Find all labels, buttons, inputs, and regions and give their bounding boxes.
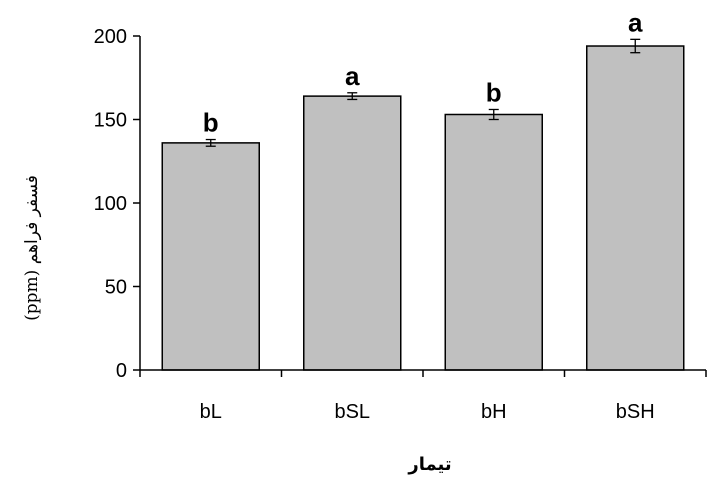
y-tick-label: 50 bbox=[105, 277, 127, 299]
significance-label-bH: b bbox=[486, 77, 502, 107]
bar-bL bbox=[161, 142, 260, 371]
y-tick-label: 150 bbox=[94, 110, 127, 132]
x-tick-label-bH: bH bbox=[481, 401, 507, 423]
error-bar-bSL bbox=[347, 92, 358, 101]
bar-bSL bbox=[303, 95, 402, 371]
y-tick-label: 100 bbox=[94, 193, 127, 215]
error-bar-bSH bbox=[630, 38, 641, 54]
x-tick-label-bSL: bSL bbox=[334, 401, 370, 423]
y-axis-title: فسفر فراهم (ppm) bbox=[22, 175, 42, 321]
labels-layer: b bL a bSL b bH a bSH 0 50 100 150 200 bbox=[94, 7, 655, 423]
bars-layer bbox=[161, 38, 685, 371]
error-bar-bH bbox=[488, 108, 499, 121]
y-tick-label: 200 bbox=[94, 26, 127, 48]
x-tick-label-bL: bL bbox=[200, 401, 222, 423]
significance-label-bL: b bbox=[203, 108, 219, 138]
error-bar-bL bbox=[205, 138, 216, 147]
axes-layer bbox=[133, 35, 707, 377]
bar-bH bbox=[444, 113, 543, 371]
y-tick-label: 0 bbox=[116, 360, 127, 382]
significance-label-bSL: a bbox=[345, 61, 360, 91]
bar-bSH bbox=[586, 45, 685, 371]
significance-label-bSH: a bbox=[628, 7, 643, 37]
x-axis-title: تیمار bbox=[407, 454, 451, 475]
x-tick-label-bSH: bSH bbox=[616, 401, 655, 423]
